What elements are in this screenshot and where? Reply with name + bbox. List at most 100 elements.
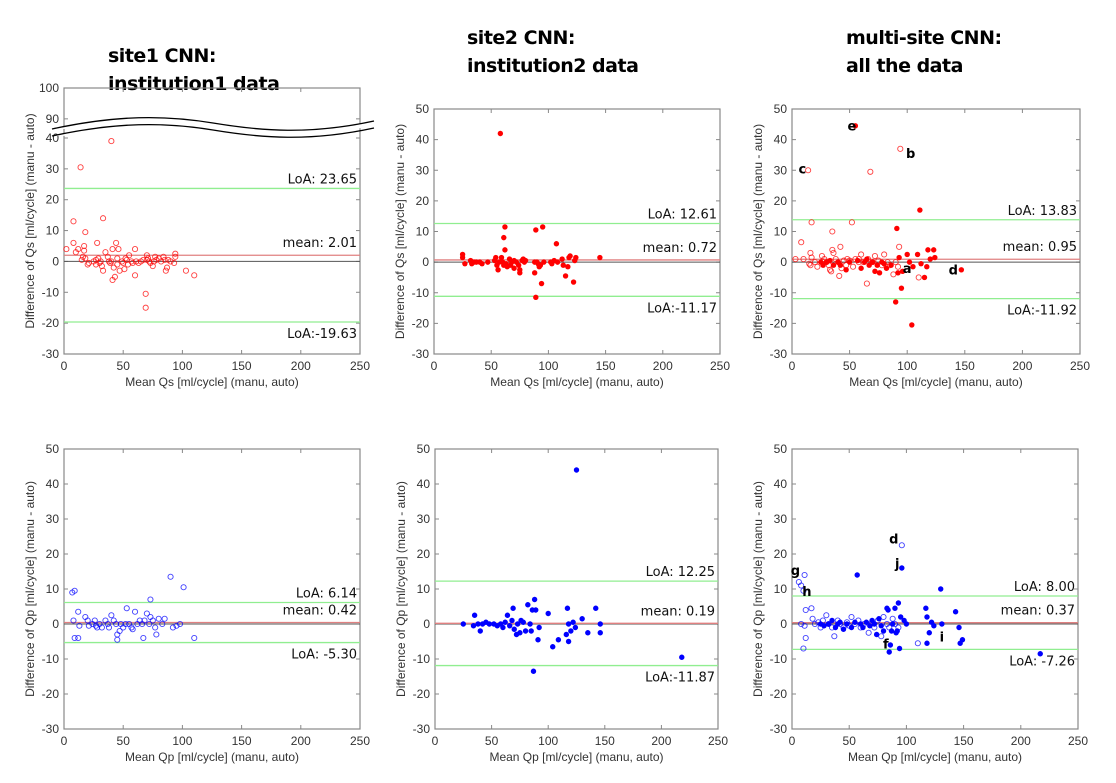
x-axis-label: Mean Qs [ml/cycle] (manu, auto) bbox=[490, 375, 663, 389]
y-tick-label: 20 bbox=[774, 547, 788, 561]
data-point bbox=[914, 251, 921, 258]
data-point bbox=[92, 261, 100, 268]
loa-lower-label: LoA:-19.63 bbox=[287, 327, 357, 342]
data-point bbox=[85, 622, 92, 629]
data-point bbox=[113, 620, 120, 628]
x-tick-label: 250 bbox=[350, 734, 370, 748]
data-point bbox=[475, 621, 481, 627]
y-tick-label: 20 bbox=[417, 547, 431, 561]
data-point bbox=[142, 304, 149, 311]
data-point bbox=[470, 623, 477, 629]
x-tick-label: 50 bbox=[485, 359, 499, 373]
data-point bbox=[828, 268, 835, 275]
data-point bbox=[553, 241, 560, 247]
y-tick-label: -10 bbox=[770, 286, 788, 300]
data-point bbox=[129, 259, 136, 267]
y-axis-label: Difference of Qs [ml/cycle] (manu - auto… bbox=[751, 124, 765, 339]
x-tick-label: 150 bbox=[232, 359, 252, 373]
data-point bbox=[565, 621, 572, 627]
data-point bbox=[679, 654, 685, 660]
x-tick-label: 0 bbox=[789, 734, 796, 748]
data-point bbox=[865, 629, 872, 636]
y-tick-label: 0 bbox=[422, 255, 429, 269]
point-annotation: f bbox=[883, 638, 889, 653]
data-point bbox=[493, 254, 499, 261]
y-tick-label: 20 bbox=[46, 193, 60, 207]
data-point bbox=[572, 624, 579, 631]
data-point bbox=[115, 246, 122, 253]
data-point bbox=[883, 265, 890, 271]
column-title-multisite: multi-site CNN: all the data bbox=[846, 24, 1002, 80]
data-point bbox=[82, 255, 89, 262]
data-point bbox=[122, 620, 129, 628]
data-point bbox=[159, 620, 166, 628]
data-point bbox=[522, 628, 529, 634]
x-axis-label: Mean Qs [ml/cycle] (manu, auto) bbox=[125, 375, 298, 389]
data-point bbox=[858, 265, 864, 271]
data-point bbox=[63, 246, 70, 253]
data-point bbox=[531, 270, 538, 276]
y-axis-label: Difference of Qp [ml/cycle] (manu - auto… bbox=[23, 481, 37, 697]
data-point bbox=[932, 254, 938, 261]
data-point bbox=[129, 626, 136, 633]
x-tick-label: 200 bbox=[291, 359, 311, 373]
data-point bbox=[520, 619, 526, 625]
data-point bbox=[798, 239, 805, 246]
data-point bbox=[808, 605, 815, 612]
data-point bbox=[898, 542, 905, 549]
data-point bbox=[131, 608, 139, 615]
data-point bbox=[917, 207, 923, 213]
data-point bbox=[462, 260, 468, 267]
data-point bbox=[927, 256, 933, 262]
x-axis-label: Mean Qp [ml/cycle] (manu, auto) bbox=[125, 750, 299, 764]
mean-label: mean: 0.42 bbox=[283, 604, 357, 619]
data-point bbox=[563, 631, 570, 638]
data-point bbox=[894, 263, 902, 270]
data-point bbox=[846, 259, 853, 265]
plot-qp-multisite: 0 50 100 150 200 250 -30 -20 -10 0 10 20 30 40 50 Mean … bbox=[751, 442, 1088, 764]
plot-qs-site1: 0 50 100 150 200 250 -30 -20 -10 0 10 20 30 40 90 100 Me… bbox=[23, 81, 375, 389]
data-point bbox=[541, 259, 547, 265]
x-tick-label: 0 bbox=[61, 734, 68, 748]
data-point bbox=[162, 267, 169, 274]
data-point bbox=[885, 607, 891, 613]
data-point bbox=[533, 607, 539, 613]
data-point bbox=[100, 215, 107, 222]
x-axis-label: Mean Qs [ml/cycle] (manu, auto) bbox=[849, 375, 1022, 389]
data-point bbox=[92, 622, 100, 629]
data-point bbox=[191, 272, 198, 279]
x-tick-label: 150 bbox=[954, 734, 974, 748]
data-point bbox=[560, 262, 566, 268]
data-point bbox=[71, 587, 78, 594]
data-point bbox=[802, 634, 809, 642]
data-point bbox=[510, 605, 516, 611]
data-point bbox=[831, 633, 838, 640]
data-point bbox=[597, 630, 603, 636]
mean-label: mean: 0.19 bbox=[641, 604, 715, 619]
data-point bbox=[535, 637, 541, 643]
data-point bbox=[502, 224, 508, 230]
data-point bbox=[896, 243, 903, 250]
loa-lower-label: LoA: -7.26 bbox=[1009, 654, 1075, 669]
data-point bbox=[798, 582, 805, 589]
data-point bbox=[887, 642, 894, 648]
data-point bbox=[871, 252, 878, 260]
y-tick-label: -30 bbox=[770, 722, 788, 736]
data-point bbox=[814, 263, 821, 270]
data-point bbox=[108, 258, 115, 265]
data-point bbox=[84, 261, 91, 268]
data-point bbox=[126, 252, 133, 259]
loa-upper-label: LoA: 8.00 bbox=[1014, 580, 1075, 595]
data-point bbox=[122, 255, 129, 262]
data-point bbox=[836, 272, 843, 279]
y-tick-label: 0 bbox=[423, 617, 430, 631]
data-point bbox=[146, 258, 153, 265]
data-point bbox=[829, 617, 835, 624]
data-point bbox=[597, 621, 603, 627]
mean-label: mean: 2.01 bbox=[283, 236, 357, 251]
loa-upper-label: LoA: 12.61 bbox=[648, 208, 717, 223]
data-point bbox=[808, 254, 815, 261]
data-point bbox=[180, 584, 187, 591]
loa-lower-label: LoA:-11.17 bbox=[647, 301, 717, 316]
